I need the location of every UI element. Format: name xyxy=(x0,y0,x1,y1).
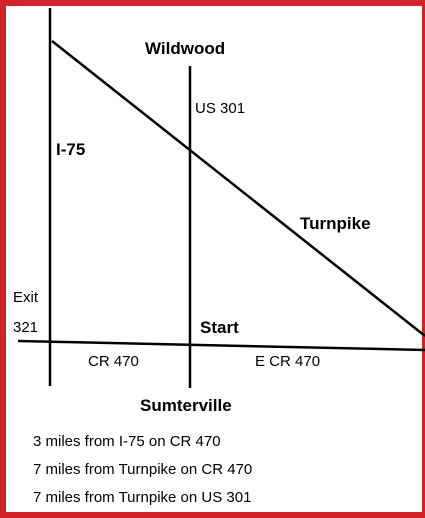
road-label: E CR 470 xyxy=(255,353,320,370)
road-label: Turnpike xyxy=(300,214,371,233)
road-label: US 301 xyxy=(195,100,245,117)
direction-text: 3 miles from I-75 on CR 470 xyxy=(33,433,221,450)
exit-label: 321 xyxy=(13,319,38,336)
exit-label: Exit xyxy=(13,289,39,306)
cr470-road xyxy=(17,339,425,352)
direction-text: 7 miles from Turnpike on US 301 xyxy=(33,489,251,506)
place-label: Sumterville xyxy=(140,396,232,415)
road-label: I-75 xyxy=(56,140,85,159)
place-label: Wildwood xyxy=(145,39,225,58)
road-label: CR 470 xyxy=(88,353,139,370)
turnpike-road xyxy=(51,40,425,337)
place-label: Start xyxy=(200,318,239,337)
direction-text: 7 miles from Turnpike on CR 470 xyxy=(33,461,252,478)
